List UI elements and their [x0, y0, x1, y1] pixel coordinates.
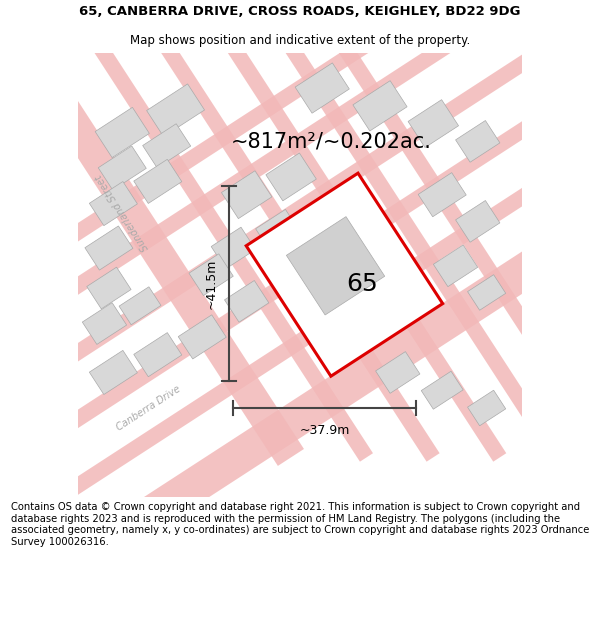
Text: 65, CANBERRA DRIVE, CROSS ROADS, KEIGHLEY, BD22 9DG: 65, CANBERRA DRIVE, CROSS ROADS, KEIGHLE… [79, 5, 521, 18]
Polygon shape [143, 124, 191, 168]
Polygon shape [53, 44, 547, 372]
Polygon shape [353, 81, 407, 131]
Polygon shape [95, 107, 149, 158]
Polygon shape [94, 43, 373, 462]
Polygon shape [221, 171, 272, 219]
Text: ~817m²/~0.202ac.: ~817m²/~0.202ac. [230, 131, 431, 151]
Polygon shape [48, 244, 552, 589]
Polygon shape [246, 173, 443, 376]
Polygon shape [467, 274, 506, 310]
Polygon shape [89, 181, 137, 226]
Polygon shape [266, 153, 316, 201]
Polygon shape [338, 43, 600, 462]
Polygon shape [295, 63, 349, 113]
Polygon shape [376, 352, 420, 393]
Polygon shape [227, 43, 506, 462]
Polygon shape [134, 332, 182, 377]
Polygon shape [467, 390, 506, 426]
Polygon shape [408, 99, 458, 148]
Polygon shape [53, 0, 547, 252]
Polygon shape [85, 226, 133, 270]
Polygon shape [87, 267, 131, 309]
Polygon shape [418, 173, 466, 217]
Polygon shape [98, 146, 146, 190]
Polygon shape [82, 302, 127, 344]
Polygon shape [134, 159, 182, 204]
Polygon shape [178, 315, 226, 359]
Polygon shape [53, 0, 547, 305]
Polygon shape [286, 217, 385, 315]
Text: Contains OS data © Crown copyright and database right 2021. This information is : Contains OS data © Crown copyright and d… [11, 502, 589, 547]
Polygon shape [433, 245, 478, 287]
Polygon shape [211, 227, 256, 269]
Text: Canberra Drive: Canberra Drive [115, 384, 183, 432]
Text: Sunderland Street: Sunderland Street [94, 173, 151, 253]
Polygon shape [119, 287, 161, 325]
Polygon shape [224, 281, 269, 322]
Polygon shape [455, 121, 500, 162]
Polygon shape [160, 43, 440, 462]
Polygon shape [53, 111, 547, 439]
Polygon shape [146, 84, 205, 137]
Polygon shape [11, 39, 304, 466]
Polygon shape [455, 201, 500, 242]
Text: 65: 65 [346, 272, 378, 296]
Polygon shape [189, 254, 233, 296]
Polygon shape [89, 351, 137, 394]
Polygon shape [256, 209, 300, 251]
Polygon shape [53, 177, 547, 505]
Text: ~41.5m: ~41.5m [205, 258, 218, 309]
Text: Map shows position and indicative extent of the property.: Map shows position and indicative extent… [130, 34, 470, 48]
Text: ~37.9m: ~37.9m [299, 424, 350, 437]
Polygon shape [421, 371, 463, 409]
Polygon shape [285, 43, 564, 462]
